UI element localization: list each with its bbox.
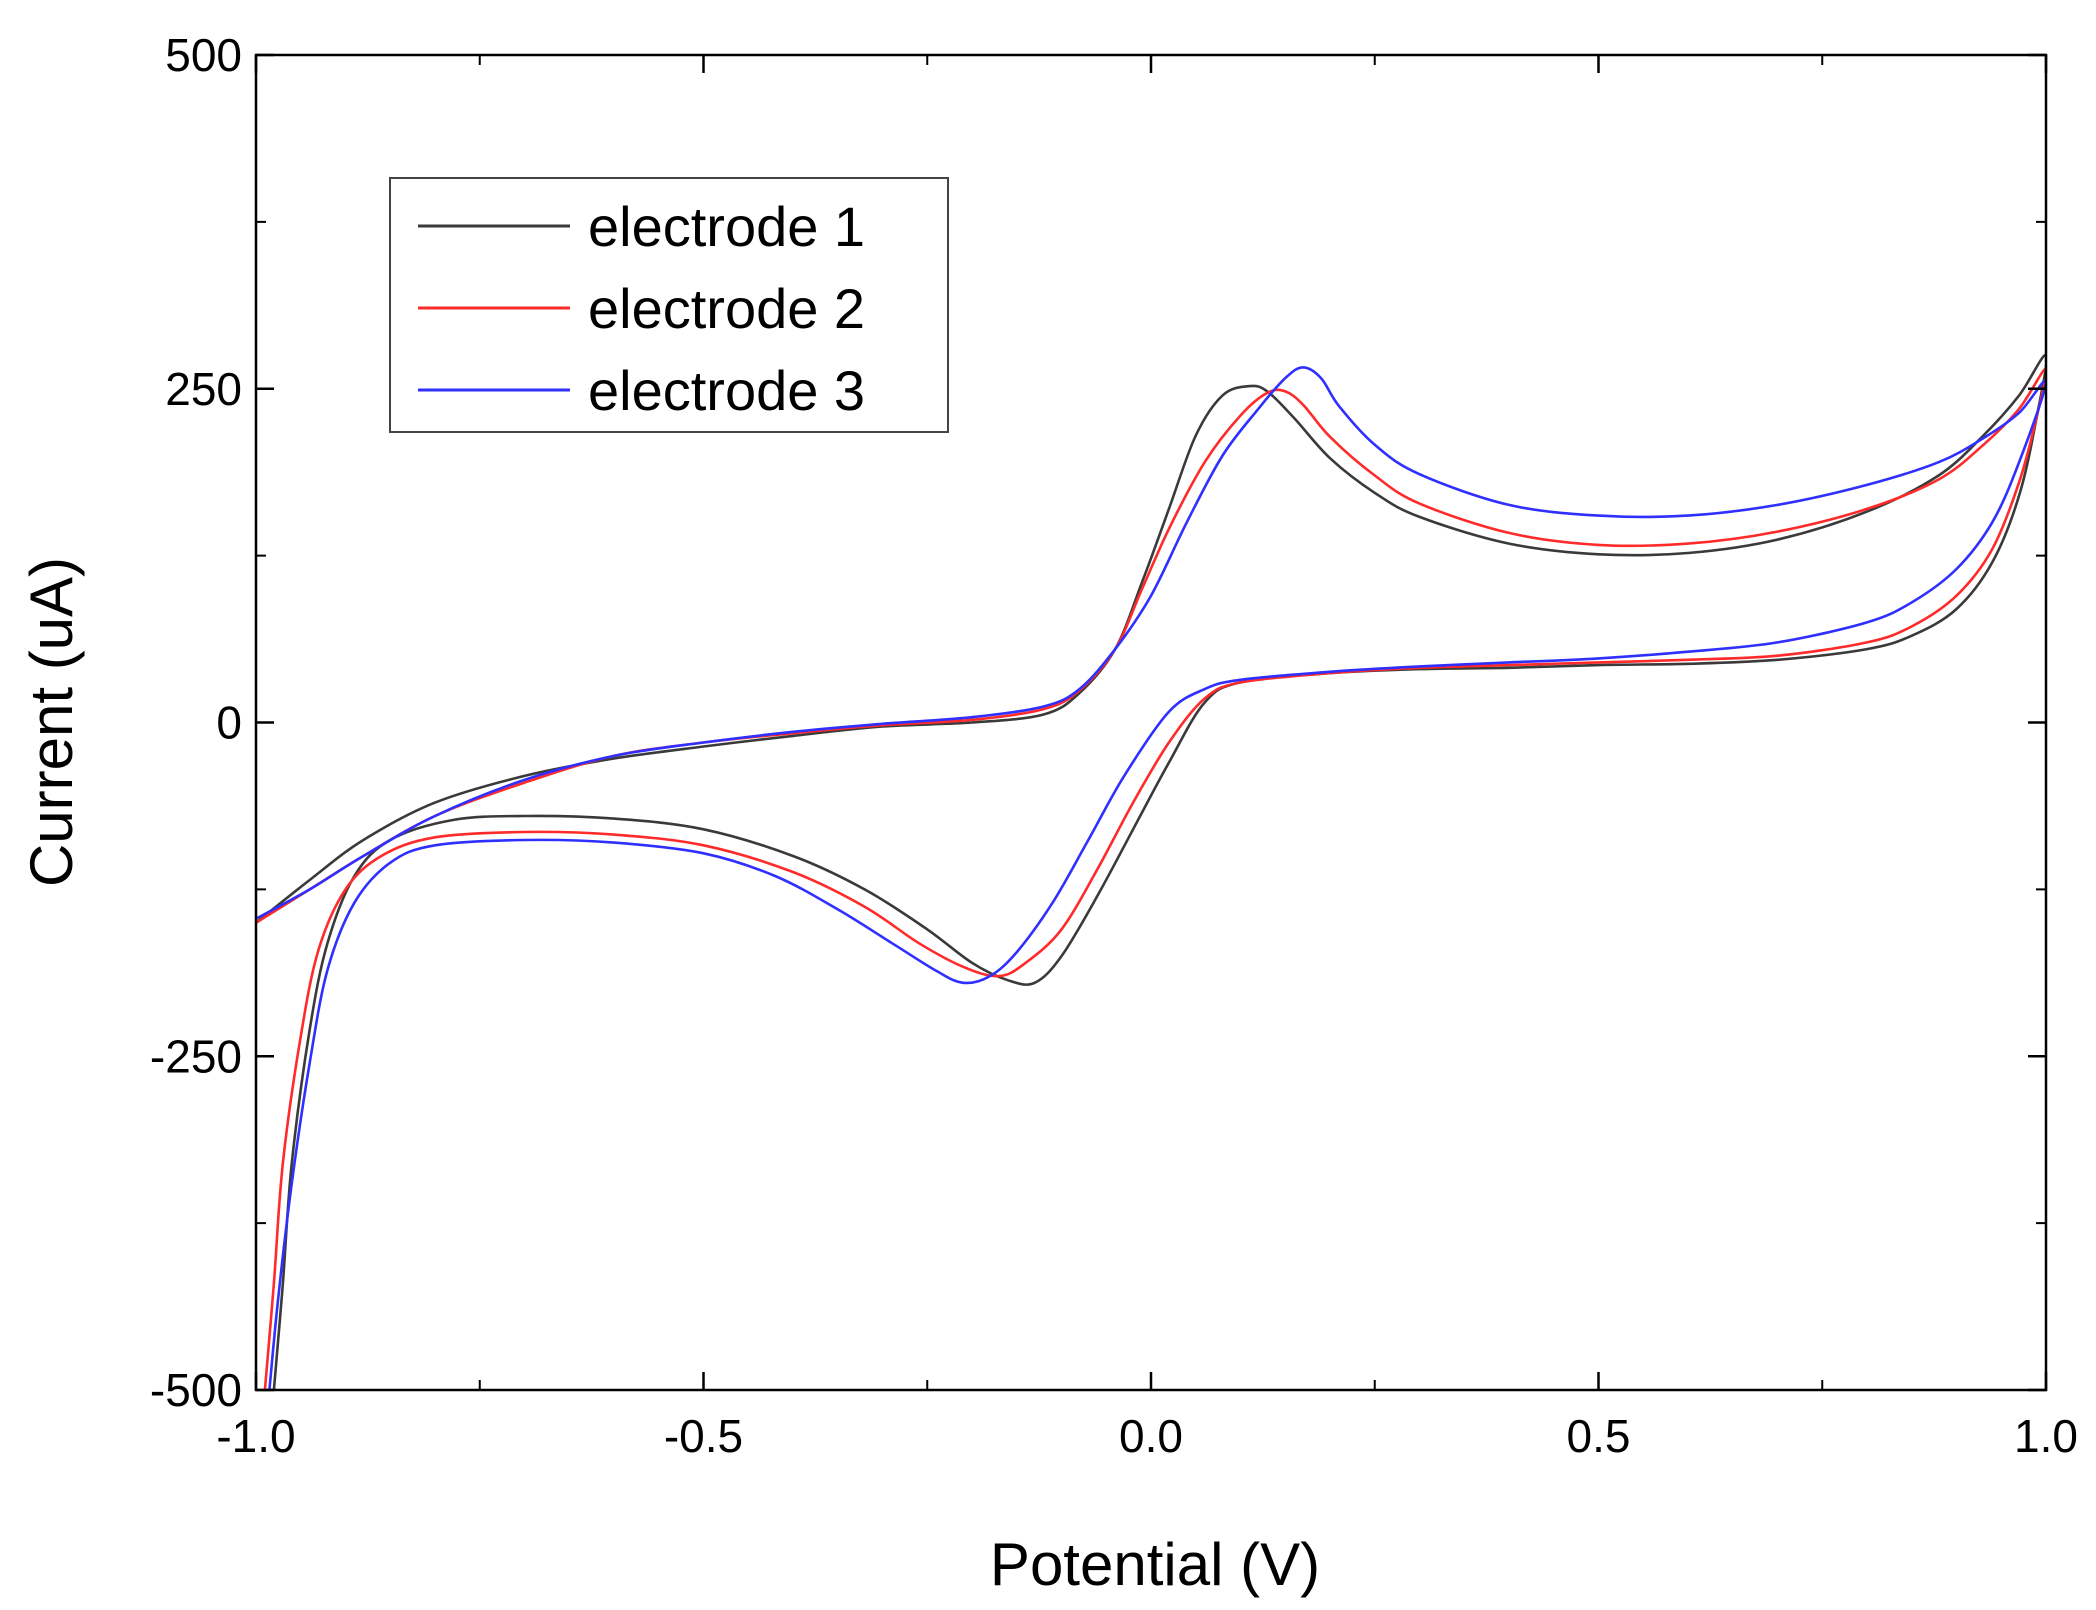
x-tick-label: 1.0: [2014, 1410, 2078, 1462]
y-tick-label: 0: [216, 697, 242, 749]
series-line-electrode-2: [256, 367, 2046, 1390]
x-tick-label: -0.5: [664, 1410, 743, 1462]
curves-layer: [256, 354, 2046, 1390]
legend-label-electrode-2: electrode 2: [588, 277, 865, 340]
legend-entries: electrode 1 electrode 2 electrode 3: [418, 195, 865, 422]
ticks-layer: [254, 53, 2048, 1392]
y-axis-title: Current (uA): [18, 557, 85, 887]
x-axis-title: Potential (V): [990, 1531, 1320, 1598]
x-tick-label: -1.0: [216, 1410, 295, 1462]
series-line-electrode-3: [256, 366, 2046, 1390]
y-tick-label: 500: [165, 29, 242, 81]
y-tick-label: 250: [165, 363, 242, 415]
legend-label-electrode-1: electrode 1: [588, 195, 865, 258]
legend: electrode 1 electrode 2 electrode 3: [389, 177, 949, 433]
y-tick-label: -500: [150, 1364, 242, 1416]
x-tick-label: 0.0: [1119, 1410, 1183, 1462]
series-line-electrode-1: [256, 354, 2046, 1390]
x-tick-label: 0.5: [1567, 1410, 1631, 1462]
tick-labels-layer: -1.0 -0.5 0.0 0.5 1.0 -500 -250 0 250 500: [150, 29, 2078, 1462]
legend-label-electrode-3: electrode 3: [588, 359, 865, 422]
y-tick-label: -250: [150, 1030, 242, 1082]
